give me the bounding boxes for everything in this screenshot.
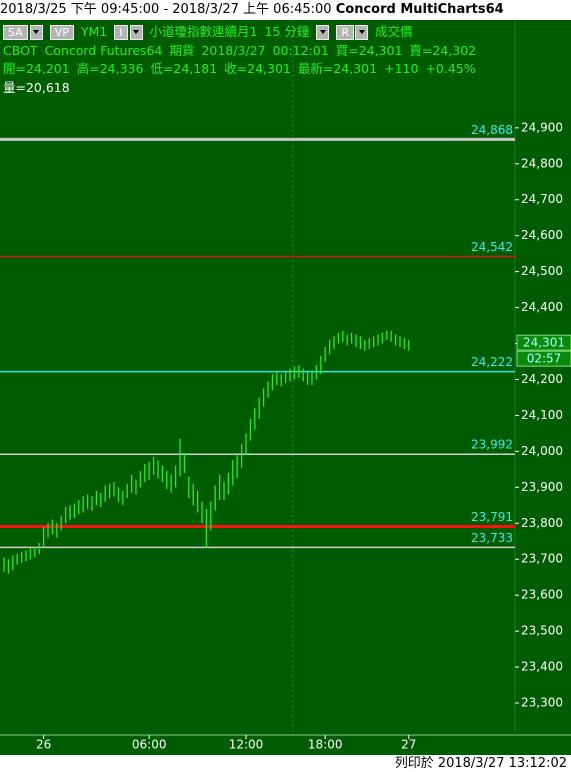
y-tick-label: 24,000 (521, 444, 563, 458)
interval: 15 分鐘 (264, 24, 310, 40)
y-tick-label: 23,400 (521, 660, 563, 674)
countdown-label: 02:57 (527, 352, 562, 366)
header-field: 高=24,336 (76, 61, 144, 77)
y-tick-label: 24,800 (521, 156, 563, 170)
header-field: 開=24,201 (3, 61, 70, 77)
level-label: 24,542 (471, 240, 513, 254)
y-tick-label: 24,600 (521, 228, 563, 242)
window-title: 2018/3/25 下午 09:45:00 - 2018/3/27 上午 06:… (0, 0, 571, 20)
level-label: 23,992 (471, 438, 513, 452)
x-tick-label: 26 (36, 738, 51, 752)
y-tick-label: 24,700 (521, 192, 563, 206)
i-button[interactable]: I (114, 24, 128, 40)
level-label: 23,791 (471, 510, 513, 524)
price-field: 成交價 (375, 24, 413, 40)
y-tick-label: 24,400 (521, 300, 563, 314)
print-footer: 列印於 2018/3/27 13:12:02 (394, 756, 567, 771)
level-label: 24,222 (471, 355, 513, 369)
y-tick-label: 23,600 (521, 588, 563, 602)
header-field: 收=24,301 (224, 61, 291, 77)
header-row: 量=20,618 (3, 79, 476, 98)
countdown-box (516, 350, 571, 367)
header-field: 買=24,301 (335, 42, 403, 58)
y-tick-label: 23,500 (521, 624, 563, 638)
x-tick-label: 27 (401, 738, 416, 752)
level-label: 24,868 (471, 123, 513, 137)
vp-button[interactable]: VP (49, 24, 74, 40)
header-field: 最新=24,301 (297, 61, 378, 77)
y-tick-label: 23,900 (521, 480, 563, 494)
x-tick-label: 12:00 (229, 738, 264, 752)
last-price-label: 24,301 (523, 336, 565, 350)
y-tick-label: 24,900 (521, 120, 563, 134)
instrument-name: 小道瓊指數連續月1 (149, 24, 258, 40)
x-tick-label: 18:00 (308, 738, 343, 752)
dropdown[interactable] (29, 24, 43, 40)
level-label: 23,733 (471, 531, 513, 545)
header-field: +110 (384, 61, 419, 77)
header-field: 低=24,181 (150, 61, 218, 77)
r-button[interactable]: R (336, 24, 355, 40)
header-field: 期貨 (169, 42, 195, 58)
y-tick-label: 23,700 (521, 552, 563, 566)
header-field: 賣=24,302 (409, 42, 477, 58)
chart: 23,300 23,400 23,500 23,600 23,700 23,800 23,9… (0, 20, 571, 755)
header-field: 2018/3/27 (201, 42, 266, 58)
last-price-box (516, 334, 571, 351)
chart-header: SA VP YM1 I 小道瓊指數連續月1 15 分鐘 R 成交價 CBOT Co… (3, 23, 476, 97)
y-tick-label: 23,800 (521, 516, 563, 530)
header-row: SA VP YM1 I 小道瓊指數連續月1 15 分鐘 R 成交價 (3, 23, 476, 42)
header-field: CBOT (3, 42, 38, 58)
title-app: Concord MultiCharts64 (335, 2, 504, 17)
dropdown[interactable] (316, 24, 330, 40)
y-tick-label: 24,500 (521, 264, 563, 278)
header-field: +0.45% (425, 61, 476, 77)
y-tick-label: 24,200 (521, 372, 563, 386)
y-tick-label: 23,300 (521, 696, 563, 710)
y-tick-label: 24,100 (521, 408, 563, 422)
dropdown[interactable] (129, 24, 143, 40)
header-row: CBOT Concord Futures64 期貨 2018/3/27 00:12:01… (3, 42, 476, 61)
title-range: 2018/3/25 下午 09:45:00 - 2018/3/27 上午 06:… (0, 2, 332, 17)
sa-button[interactable]: SA (3, 24, 28, 40)
x-tick-label: 06:00 (132, 738, 167, 752)
chart-background (0, 20, 571, 755)
header-field: 00:12:01 (272, 42, 329, 58)
symbol: YM1 (80, 24, 108, 40)
dropdown[interactable] (355, 24, 369, 40)
header-row: 開=24,201 高=24,336 低=24,181 收=24,301 最新=24,30… (3, 60, 476, 79)
header-field: Concord Futures64 (44, 42, 163, 58)
volume: 量=20,618 (3, 79, 70, 95)
